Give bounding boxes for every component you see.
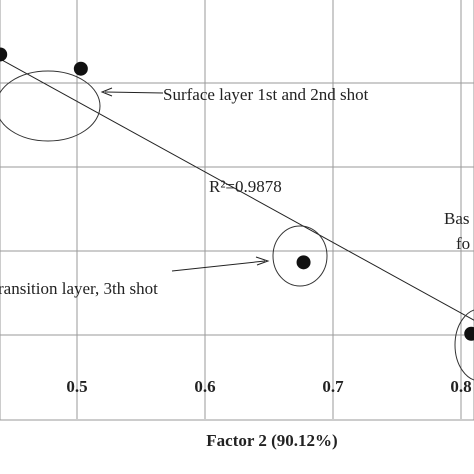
annotation-arrows [100,87,270,272]
transition-layer-annotation: ransition layer, 3th shot [0,279,158,298]
x-axis-title: Factor 2 (90.12%) [206,431,337,450]
plot-frame [0,0,474,421]
surface-layer-annotation: Surface layer 1st and 2nd shot [163,85,369,104]
surface-arrow [104,91,164,94]
data-point [464,326,474,341]
x-tick-label: 0.5 [66,377,87,396]
data-point [296,255,311,270]
transition-cluster-ellipse [272,225,328,287]
surface-cluster-ellipse [0,70,101,142]
transition-arrow [171,260,266,272]
regression-line [0,58,474,321]
base-annotation-line1: Bas [444,209,470,228]
x-tick-label: 0.6 [194,377,215,396]
base-cluster-ellipse [454,309,474,381]
x-tick-label: 0.8 [450,377,471,396]
x-tick-label: 0.7 [322,377,344,396]
surface-arrowhead [100,87,113,97]
data-point [0,47,8,62]
cluster-ellipses [0,70,474,381]
grid [0,0,474,419]
base-annotation-line2: fo [456,234,470,253]
transition-arrowhead [255,256,270,266]
data-points [0,47,474,341]
data-point [73,61,88,76]
r-squared-label: R²=0.9878 [209,177,282,196]
x-tick-labels: 0.5 0.6 0.7 0.8 [66,377,471,396]
